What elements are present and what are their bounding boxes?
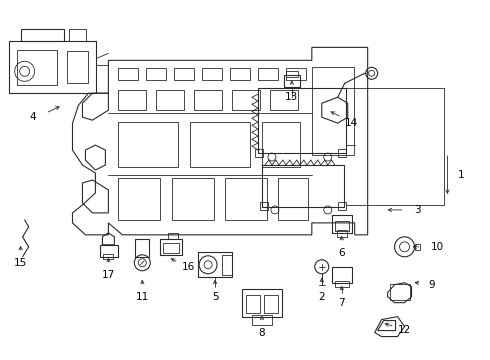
- Text: 13: 13: [285, 92, 298, 102]
- Text: 7: 7: [339, 298, 345, 308]
- Bar: [284, 75, 300, 87]
- Bar: [338, 149, 346, 157]
- Bar: [198, 252, 232, 277]
- Bar: [9, 41, 97, 93]
- Bar: [135, 239, 149, 257]
- Bar: [174, 68, 194, 80]
- Text: 4: 4: [29, 112, 36, 122]
- Text: 1: 1: [458, 170, 465, 180]
- Bar: [242, 289, 282, 316]
- Bar: [278, 178, 308, 220]
- Bar: [415, 244, 419, 250]
- Bar: [258, 68, 278, 80]
- Text: 3: 3: [414, 205, 421, 215]
- Bar: [252, 315, 272, 325]
- Bar: [119, 178, 160, 220]
- Bar: [264, 295, 278, 312]
- Bar: [262, 122, 300, 167]
- Text: 12: 12: [398, 325, 411, 334]
- Bar: [119, 90, 147, 110]
- Bar: [156, 90, 184, 110]
- Bar: [69, 30, 86, 41]
- Bar: [246, 295, 260, 312]
- Text: 17: 17: [102, 270, 115, 280]
- Bar: [255, 149, 263, 157]
- Bar: [17, 50, 56, 85]
- Text: 5: 5: [212, 292, 219, 302]
- Bar: [390, 284, 410, 300]
- Bar: [260, 202, 268, 210]
- Bar: [202, 68, 222, 80]
- Bar: [262, 165, 343, 207]
- Bar: [335, 281, 349, 287]
- Text: 11: 11: [136, 292, 149, 302]
- Bar: [194, 90, 222, 110]
- Bar: [119, 122, 178, 167]
- Bar: [270, 90, 298, 110]
- Bar: [332, 267, 352, 283]
- Bar: [335, 221, 349, 231]
- Bar: [67, 51, 89, 83]
- Bar: [168, 233, 178, 239]
- Bar: [337, 230, 347, 237]
- Bar: [190, 122, 250, 167]
- Text: 9: 9: [428, 280, 435, 290]
- Bar: [160, 239, 182, 255]
- Text: 6: 6: [339, 248, 345, 258]
- Bar: [258, 88, 346, 153]
- Bar: [119, 68, 138, 80]
- Bar: [232, 90, 260, 110]
- Text: 14: 14: [345, 118, 358, 128]
- Bar: [332, 215, 352, 233]
- Bar: [338, 202, 346, 210]
- Bar: [222, 255, 232, 275]
- Bar: [103, 254, 113, 259]
- Text: 10: 10: [431, 242, 444, 252]
- Bar: [147, 68, 166, 80]
- Bar: [100, 245, 119, 257]
- Bar: [230, 68, 250, 80]
- Bar: [312, 67, 354, 155]
- Text: 16: 16: [181, 262, 195, 272]
- Bar: [163, 243, 179, 253]
- Text: 2: 2: [318, 292, 325, 302]
- Bar: [172, 178, 214, 220]
- Bar: [286, 71, 298, 77]
- Text: 15: 15: [14, 258, 27, 268]
- Text: 8: 8: [259, 328, 265, 338]
- Bar: [225, 178, 267, 220]
- Bar: [286, 68, 306, 80]
